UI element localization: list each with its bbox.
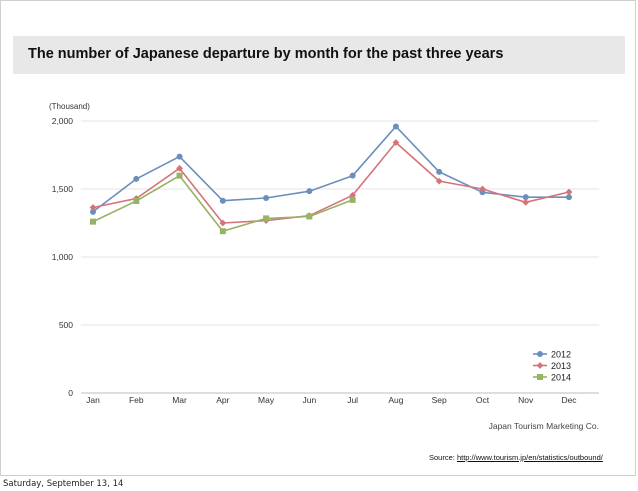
x-tick-label: Apr [216,395,229,405]
series-line-2012 [92,125,569,213]
data-point [522,198,530,206]
x-tick-label: Sep [432,395,447,405]
legend-label: 2014 [551,373,571,383]
data-point [537,374,543,380]
footer-date: Saturday, September 13, 14 [3,479,124,489]
data-point [263,194,270,201]
x-tick-label: Aug [388,395,403,405]
data-point [219,219,227,227]
data-point [306,188,313,195]
legend-label: 2012 [551,350,571,360]
data-point [90,208,96,215]
data-point [565,188,573,196]
x-tick-label: May [258,395,275,405]
y-axis-label: (Thousand) [49,102,90,111]
legend-label: 2013 [551,361,571,371]
data-point [349,196,356,203]
x-tick-label: Mar [172,395,187,405]
line-chart: 0 500 1,000 1,500 2,000 Jan Feb Mar Apr May Jun Jul… [49,102,599,431]
source-note: Source: http://www.tourism.jp/en/statist… [429,453,603,462]
data-point [133,197,140,204]
data-point [263,215,270,222]
y-tick-label: 1,500 [52,184,74,194]
data-point [349,172,356,179]
x-tick-label: Nov [518,395,534,405]
series-line-2013 [92,141,570,224]
y-tick-label: 500 [59,320,73,330]
slide: The number of Japanese departure by mont… [0,0,636,476]
y-tick-label: 1,000 [52,252,74,262]
y-tick-label: 2,000 [52,116,74,126]
data-point [435,177,443,185]
y-tick-label: 0 [68,388,73,398]
data-point [90,218,96,225]
x-tick-label: Dec [561,395,577,405]
data-point [176,172,183,179]
data-point [219,197,226,204]
x-tick-label: Jan [86,395,100,405]
data-point [176,164,183,172]
data-point [436,168,443,175]
chart-annotation: Japan Tourism Marketing Co. [489,421,599,431]
x-tick-label: Oct [476,395,490,405]
data-point [176,153,183,160]
data-point [89,204,97,211]
title-bar: The number of Japanese departure by mont… [13,36,625,74]
data-point [219,228,226,235]
source-label: Source: [429,453,455,462]
data-point [536,362,544,369]
x-tick-label: Feb [129,395,144,405]
slide-title: The number of Japanese departure by mont… [28,46,504,62]
x-tick-label: Jun [303,395,317,405]
data-point [522,194,529,201]
data-point [392,123,399,130]
x-tick-label: Jul [347,395,358,405]
data-point [306,213,313,220]
data-point [566,194,572,201]
data-point [392,139,400,146]
data-point [479,185,486,193]
data-point [133,175,140,182]
source-link[interactable]: http://www.tourism.jp/en/statistics/outb… [456,453,603,462]
data-point [537,351,543,357]
